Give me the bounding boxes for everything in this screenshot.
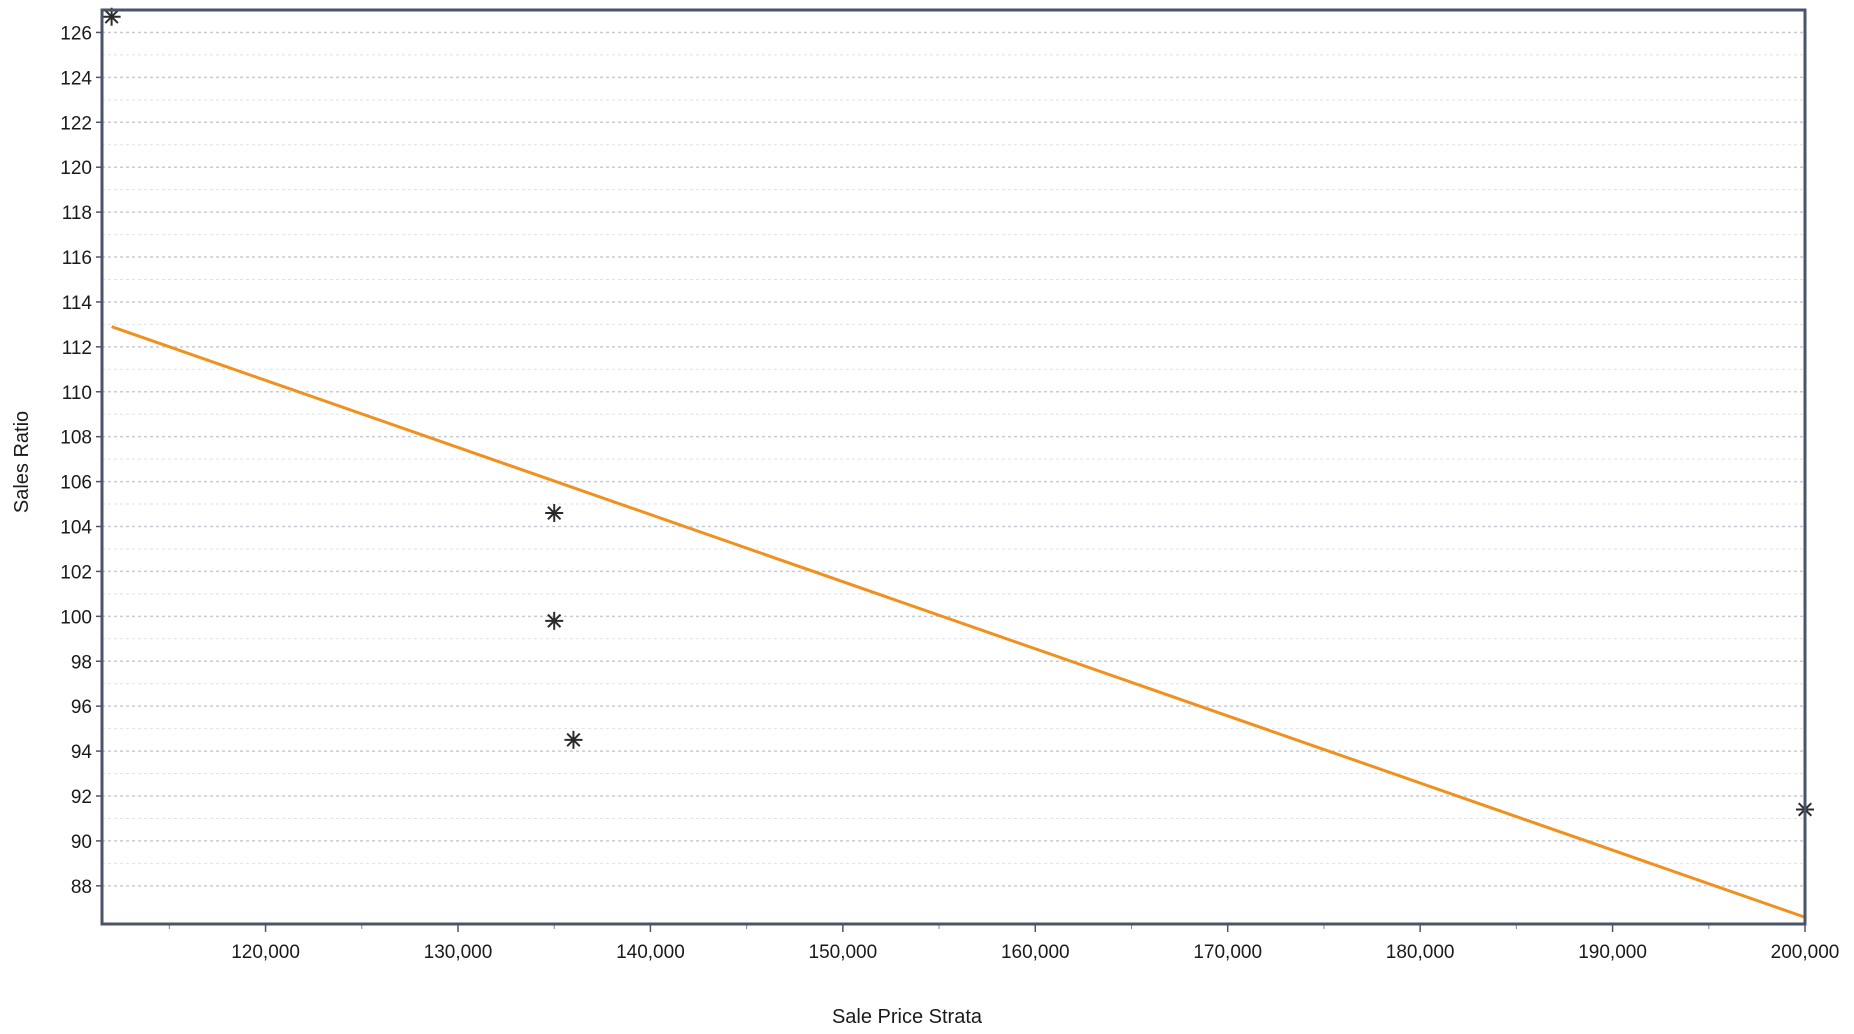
y-tick-label: 120 [60,158,92,179]
x-axis-title: Sale Price Strata [832,1006,983,1028]
x-tick-label: 180,000 [1386,942,1455,963]
y-tick-label: 122 [60,113,92,134]
asterisk-stroke [104,9,119,24]
x-tick-label: 120,000 [231,942,300,963]
y-tick-label: 104 [60,518,92,539]
y-tick-label: 114 [62,293,93,314]
y-tick-label: 102 [60,562,92,583]
y-tick-label: 94 [71,742,93,763]
y-tick-label: 126 [60,23,92,44]
x-tick-label: 170,000 [1193,942,1262,963]
x-tick-label: 150,000 [809,942,878,963]
y-tick-label: 110 [62,383,92,404]
y-tick-label: 112 [62,338,92,359]
y-tick-label: 116 [62,248,92,269]
y-tick-label: 106 [60,473,92,494]
y-tick-label: 92 [71,787,92,808]
asterisk-stroke [566,732,581,747]
x-tick-label: 200,000 [1771,942,1840,963]
asterisk-stroke [547,613,562,628]
y-tick-label: 96 [71,697,92,718]
data-point [545,504,564,523]
x-tick-label: 140,000 [616,942,685,963]
y-tick-label: 98 [71,652,92,673]
trend-line [111,325,1806,919]
data-point [545,611,564,630]
y-tick-label: 108 [60,428,92,449]
y-axis-title: Sales Ratio [11,411,33,513]
y-tick-label: 100 [60,607,92,628]
y-tick-label: 90 [71,832,92,853]
y-tick-label: 118 [62,203,92,224]
data-point [564,730,583,749]
x-tick-label: 160,000 [1001,942,1070,963]
asterisk-stroke [547,506,562,521]
y-tick-label: 88 [71,877,92,898]
x-tick-label: 190,000 [1578,942,1647,963]
x-tick-label: 130,000 [424,942,493,963]
plot-area-frame [100,8,1807,926]
y-tick-label: 124 [60,68,92,89]
